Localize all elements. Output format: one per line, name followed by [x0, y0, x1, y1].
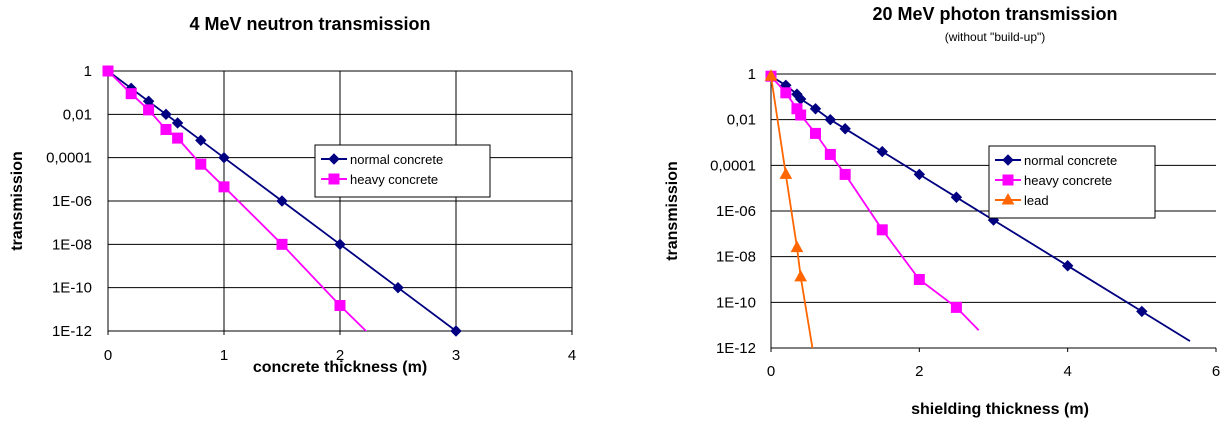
legend-marker [328, 153, 340, 165]
legend-label: normal concrete [1024, 153, 1117, 168]
data-point [809, 103, 822, 115]
legend-box [314, 144, 491, 198]
data-point [839, 123, 851, 135]
y-tick-label: 1E-06 [716, 203, 756, 220]
x-tick-label: 0 [104, 347, 112, 364]
photon-chart: 1 0,01 0,0001 1E-06 1E-08 1E-10 1E-12 0 2 4 6 norma… [664, 4, 1220, 418]
legend-label: normal concrete [350, 152, 443, 167]
data-point [824, 113, 837, 126]
data-point [795, 109, 807, 121]
legend-marker [1002, 174, 1014, 186]
legend-marker [1001, 192, 1015, 205]
data-point [102, 65, 114, 77]
legend-marker [328, 173, 340, 185]
data-point [334, 238, 346, 251]
y-tick-label: 0,01 [63, 106, 92, 123]
data-point [950, 191, 963, 203]
data-point [450, 325, 462, 337]
data-point [334, 300, 346, 312]
data-point [810, 127, 821, 139]
data-point [195, 134, 207, 147]
x-axis-label: concrete thickness (m) [253, 359, 427, 376]
data-point [1061, 260, 1074, 272]
legend-marker [1002, 154, 1014, 166]
data-point [218, 151, 230, 164]
series-line [771, 76, 814, 348]
y-tick-label: 0,01 [727, 112, 756, 129]
x-tick-label: 4 [1063, 363, 1071, 380]
y-tick-label: 1E-08 [52, 236, 92, 253]
data-point [794, 269, 808, 282]
y-tick-label: 0,0001 [46, 150, 92, 167]
y-tick-label: 1E-06 [52, 193, 92, 210]
data-point [276, 238, 288, 250]
data-point [779, 167, 793, 179]
data-point [950, 301, 962, 313]
chart-title: 20 MeV photon transmission [872, 4, 1117, 24]
data-point [143, 104, 155, 116]
chart-subtitle: (without "build-up") [945, 30, 1046, 44]
x-tick-label: 1 [220, 347, 228, 364]
data-point [218, 181, 230, 193]
data-point [392, 281, 404, 294]
legend-label: heavy concrete [1024, 173, 1112, 188]
data-point [160, 123, 172, 135]
y-tick-label: 1E-12 [52, 323, 92, 340]
x-tick-label: 3 [452, 347, 460, 364]
legend: normal concrete heavy concrete lead [988, 145, 1156, 219]
legend-box [988, 145, 1156, 219]
data-point [839, 168, 851, 180]
y-axis-label: transmission [664, 161, 681, 261]
neutron-chart: 1 0,01 0,0001 1E-06 1E-08 1E-10 1E-12 0 1 2 3 4 norm… [9, 14, 576, 376]
y-tick-label: 1 [84, 63, 92, 80]
series-line [108, 70, 368, 331]
data-point [790, 240, 804, 253]
y-tick-label: 1E-08 [716, 249, 756, 266]
x-tick-label: 6 [1212, 363, 1220, 380]
data-point [195, 158, 207, 170]
data-point [171, 117, 184, 129]
x-tick-label: 2 [915, 363, 923, 380]
y-axis-label: transmission [9, 151, 26, 251]
data-point [1136, 305, 1148, 318]
y-tick-label: 1 [748, 66, 756, 83]
x-tick-label: 4 [568, 347, 576, 364]
data-point [780, 87, 792, 99]
y-tick-label: 1E-10 [716, 294, 756, 311]
y-tick-label: 1E-10 [52, 280, 92, 297]
data-point [913, 168, 926, 181]
y-tick-label: 1E-12 [716, 340, 756, 357]
legend-label: heavy concrete [350, 172, 438, 187]
data-point [125, 88, 137, 100]
series-heavy-concrete [765, 70, 980, 331]
data-point [876, 224, 888, 236]
x-tick-label: 0 [767, 363, 775, 380]
x-tick-label: 2 [336, 347, 344, 364]
y-tick-label: 0,0001 [710, 157, 756, 174]
chart-title: 4 MeV neutron transmission [189, 14, 430, 34]
legend-label: lead [1024, 193, 1049, 208]
data-point [160, 108, 172, 121]
data-point [913, 274, 925, 285]
x-axis-label: shielding thickness (m) [911, 401, 1089, 418]
data-point [276, 195, 288, 207]
series-heavy-concrete [102, 65, 368, 331]
data-point [172, 132, 184, 144]
series-lead [764, 69, 814, 348]
legend: normal concrete heavy concrete [314, 144, 491, 198]
data-point [876, 145, 888, 158]
data-point [824, 148, 836, 160]
data-point [764, 69, 778, 81]
